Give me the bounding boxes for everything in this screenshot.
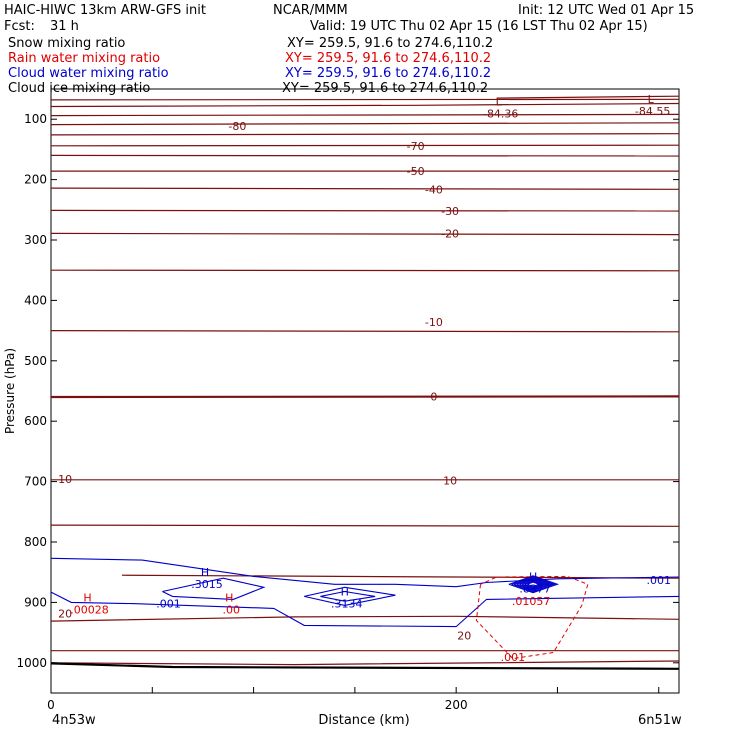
isotherm-label: -50 <box>407 165 425 178</box>
contour-label: .001 <box>646 574 671 587</box>
extremum-value: .8377 <box>519 582 551 595</box>
field-rain-name: Rain water mixing ratio <box>8 51 160 66</box>
y-tick-label: 900 <box>24 595 47 609</box>
isotherm-label: 20 <box>58 607 72 620</box>
extremum-value: .3015 <box>191 578 223 591</box>
isotherm-line <box>496 95 680 99</box>
x-endpoint-left: 4n53w <box>52 713 96 728</box>
init-time: Init: 12 UTC Wed 01 Apr 15 <box>518 3 694 18</box>
rain-contours <box>475 575 589 660</box>
cloud-water-contour <box>508 575 560 594</box>
cloud-water-contours <box>50 557 680 628</box>
fcst-label: Fcst: <box>4 19 35 34</box>
extremum-letter: L <box>496 96 503 109</box>
cloud-water-contour <box>519 578 549 590</box>
isotherm-label: 0 <box>430 390 437 403</box>
ground-line <box>50 662 680 670</box>
x-tick-label: 0 <box>47 698 55 712</box>
isotherm-line <box>50 395 680 399</box>
isotherm-label: -80 <box>228 120 246 133</box>
isotherm-line <box>50 330 680 333</box>
contour-label: .01057 <box>512 595 551 608</box>
cloud-water-contour <box>50 557 680 588</box>
ground-surface-line <box>50 662 680 670</box>
y-axis-label: Pressure (hPa) <box>3 348 17 434</box>
isotherm-line <box>50 615 680 622</box>
isotherm-label: 20 <box>457 630 471 643</box>
cloud-water-contour <box>50 591 680 628</box>
cloud-water-contour <box>521 579 546 589</box>
isotherm-label: -40 <box>425 183 443 196</box>
extremum-letter: H <box>529 570 537 583</box>
isotherm-line <box>50 154 680 157</box>
isotherm-line <box>50 232 680 236</box>
contour-label: .001 <box>501 651 526 664</box>
valid-time: Valid: 19 UTC Thu 02 Apr 15 (16 LST Thu … <box>310 19 648 34</box>
org: NCAR/MMM <box>273 3 348 18</box>
y-tick-label: 800 <box>24 535 47 549</box>
isotherm-line <box>50 660 680 666</box>
extremum-value: .3134 <box>331 597 363 610</box>
cloud-water-contour <box>513 577 554 592</box>
y-tick-label: 100 <box>24 112 47 126</box>
extremum-value: .00 <box>223 603 241 616</box>
cloud-water-contour <box>524 580 544 588</box>
y-tick-label: 500 <box>24 354 47 368</box>
isotherm-line <box>50 524 680 527</box>
isotherm-label: -70 <box>407 140 425 153</box>
isotherm-line <box>50 187 680 190</box>
y-tick-label: 300 <box>24 233 47 247</box>
title: HAIC-HIWC 13km ARW-GFS init <box>4 3 206 18</box>
fcst-value: 31 h <box>50 19 79 34</box>
contour-label: .001 <box>156 598 181 611</box>
extremum-value: -84.36 <box>483 108 518 121</box>
extremum-value: .00028 <box>70 603 109 616</box>
temperature-contours <box>50 95 680 666</box>
isotherm-line <box>50 133 680 136</box>
field-rain-xy: XY= 259.5, 91.6 to 274.6,110.2 <box>285 51 491 66</box>
y-tick-label: 400 <box>24 293 47 307</box>
x-tick-label: 200 <box>445 698 468 712</box>
isotherm-line <box>50 144 680 147</box>
cloud-water-contour <box>320 590 376 602</box>
cloud-water-contour <box>304 586 396 606</box>
isotherm-label: -10 <box>425 316 443 329</box>
isotherm-label: -30 <box>441 205 459 218</box>
extremum-letter: H <box>341 585 349 598</box>
isotherm-line <box>50 209 680 212</box>
field-cloudwater-xy: XY= 259.5, 91.6 to 274.6,110.2 <box>285 66 491 81</box>
cloud-water-contour <box>516 577 552 591</box>
isotherm-line <box>50 98 680 101</box>
x-endpoint-right: 6n51w <box>638 713 682 728</box>
isotherm-label: 10 <box>58 473 72 486</box>
cloud-water-contour <box>162 577 266 600</box>
y-tick-label: 1000 <box>16 656 47 670</box>
field-snow-name: Snow mixing ratio <box>8 36 125 51</box>
extremum-letter: H <box>225 591 233 604</box>
x-axis-label: Distance (km) <box>318 713 409 728</box>
plot-frame <box>50 88 680 694</box>
isotherm-line <box>50 269 680 272</box>
extremum-letter: H <box>83 591 91 604</box>
isotherm-label: -20 <box>441 227 459 240</box>
field-cloudwater-name: Cloud water mixing ratio <box>8 66 169 81</box>
y-tick-label: 600 <box>24 414 47 428</box>
isotherm-line <box>50 113 680 117</box>
isotherm-label: 10 <box>443 474 457 487</box>
y-tick-label: 200 <box>24 173 47 187</box>
isotherm-line <box>50 122 680 126</box>
cloud-water-contour <box>511 576 557 593</box>
extremum-letter: H <box>201 566 209 579</box>
y-tick-label: 700 <box>24 475 47 489</box>
isotherm-line <box>50 102 680 108</box>
field-snow-xy: XY= 259.5, 91.6 to 274.6,110.2 <box>287 36 493 51</box>
extremum-value: -84.55 <box>635 105 670 118</box>
rain-contour <box>475 575 589 660</box>
extremum-letter: L <box>648 93 655 106</box>
cloud-water-contour <box>527 581 541 587</box>
